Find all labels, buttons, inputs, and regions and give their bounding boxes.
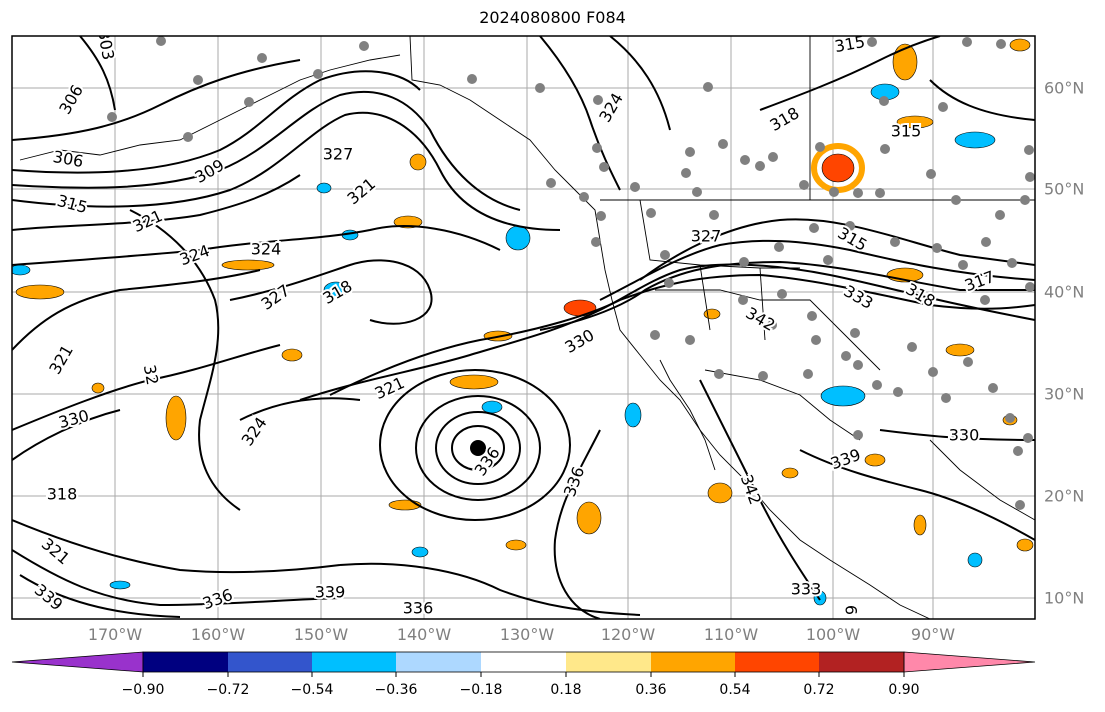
contour-label: 315 <box>891 122 922 141</box>
longitude-label: 120°W <box>600 625 656 644</box>
contour-label: 330 <box>949 426 980 445</box>
contour-label: 318 <box>47 485 78 504</box>
colorbar-tick-label: 0.72 <box>803 682 835 698</box>
contour-label: 336 <box>403 599 434 618</box>
storm-center-marker <box>470 440 486 456</box>
colorbar-segment <box>396 652 481 672</box>
longitude-label: 90°W <box>910 625 956 644</box>
contour-label: 327 <box>323 145 354 164</box>
colorbar-segment <box>903 651 1036 673</box>
colorbar-tick-label: −0.36 <box>374 682 418 698</box>
map-area <box>12 36 1035 619</box>
colorbar-segment <box>819 652 904 672</box>
colorbar-segment <box>312 652 396 672</box>
colorbar-segment <box>481 652 566 672</box>
colorbar-tick-label: −0.72 <box>206 682 250 698</box>
latitude-label: 10°N <box>1044 588 1085 608</box>
longitude-label: 160°W <box>190 625 246 644</box>
colorbar-segment <box>735 652 819 672</box>
contour-label: 324 <box>251 240 282 259</box>
latitude-label: 60°N <box>1044 78 1085 98</box>
colorbar-segment <box>651 652 735 672</box>
longitude-label: 100°W <box>805 625 861 644</box>
longitude-label: 170°W <box>87 625 143 644</box>
coastlines <box>19 36 1035 619</box>
contour-label: 32 <box>140 363 162 386</box>
colorbar-segment <box>228 652 312 672</box>
longitude-label: 130°W <box>499 625 555 644</box>
colorbar <box>11 651 1036 677</box>
colorbar-tick-label: 0.18 <box>550 682 582 698</box>
longitude-label: 140°W <box>396 625 452 644</box>
colorbar-tick-label: 0.36 <box>635 682 667 698</box>
colorbar-tick-label: 0.54 <box>719 682 751 698</box>
latitude-label: 40°N <box>1044 282 1085 302</box>
colorbar-tick-label: −0.90 <box>121 682 165 698</box>
latitude-label: 30°N <box>1044 384 1085 404</box>
contour-label: 327 <box>691 227 722 246</box>
station-dots <box>107 36 1035 510</box>
colorbar-segment <box>143 652 228 672</box>
map-title: 2024080800 F084 <box>479 8 626 27</box>
longitude-label: 110°W <box>703 625 759 644</box>
latitude-label: 20°N <box>1044 486 1085 506</box>
colorbar-tick-label: −0.54 <box>290 682 334 698</box>
colorbar-tick-label: 0.90 <box>888 682 920 698</box>
colorbar-tick-label: −0.18 <box>459 682 503 698</box>
contour-label: 6 <box>842 605 861 615</box>
latitude-label: 50°N <box>1044 179 1085 199</box>
colorbar-segment <box>11 651 144 673</box>
map-frame <box>11 35 1036 620</box>
contour-label: 333 <box>791 580 822 599</box>
colorbar-segment <box>566 652 651 672</box>
contour-label: 339 <box>315 583 346 602</box>
longitude-label: 150°W <box>293 625 349 644</box>
theta-e-contours <box>12 36 1035 619</box>
colorbar-frame <box>142 651 905 673</box>
